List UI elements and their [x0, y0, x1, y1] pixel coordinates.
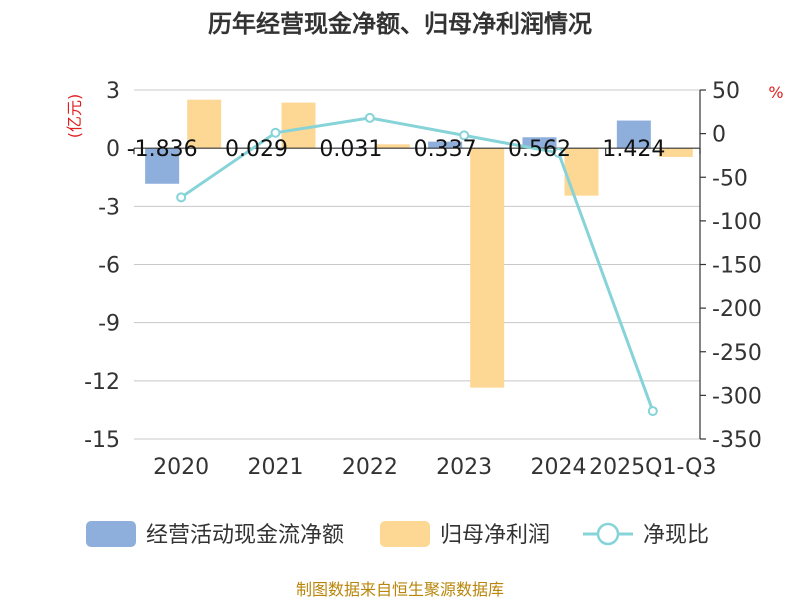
data-label-cash-flow: 0.337	[414, 137, 477, 162]
left-tick-label: -9	[98, 312, 120, 337]
ratio-point	[553, 147, 564, 158]
right-axis-unit: %	[768, 83, 783, 102]
ratio-point	[176, 192, 187, 203]
bar-net-profit	[281, 102, 316, 149]
ratio-series-line	[180, 116, 655, 412]
legend[interactable]: 经营活动现金流净额 归母净利润 净现比	[86, 521, 709, 548]
bar-net-profit	[658, 148, 693, 157]
left-tick-label: -3	[98, 195, 120, 220]
right-tick-label: 0	[712, 123, 726, 148]
bar-cash-flow	[616, 120, 651, 149]
right-tick-label: -350	[712, 428, 762, 453]
legend-item-3[interactable]: 净现比	[583, 522, 709, 548]
left-tick-label: -12	[84, 370, 120, 395]
legend-label: 经营活动现金流净额	[146, 523, 344, 548]
data-label-cash-flow: 0.029	[225, 137, 288, 162]
tick-labels: 3 0 -3 -6 -9 -12 -15 50 0 -50 -100 -150 -200 -250 -300…	[84, 79, 762, 480]
legend-item-1[interactable]: 经营活动现金流净额	[86, 521, 344, 548]
category-label: 2023	[436, 455, 492, 480]
left-tick-label: -6	[98, 254, 120, 279]
right-tick-label: 50	[712, 79, 740, 104]
chart-title: 历年经营现金净额、归母净利润情况	[208, 10, 592, 38]
right-tick-label: -100	[712, 210, 762, 235]
data-label-cash-flow: -1.836	[127, 137, 198, 162]
left-tick-label: -15	[84, 428, 120, 453]
right-tick-label: -200	[712, 297, 762, 322]
ratio-point	[647, 406, 658, 417]
right-tick-label: -150	[712, 254, 762, 279]
data-label-cash-flow: 1.424	[602, 137, 665, 162]
category-label: 2021	[248, 455, 304, 480]
legend-label: 净现比	[643, 523, 709, 548]
bars	[145, 99, 693, 388]
category-label: 2024	[531, 455, 587, 480]
legend-swatch	[86, 521, 136, 547]
data-label-cash-flow: 0.562	[508, 137, 571, 162]
bar-cash-flow	[145, 148, 180, 184]
category-label: 2020	[153, 455, 209, 480]
right-tick-label: -50	[712, 166, 748, 191]
legend-label: 归母净利润	[440, 523, 550, 548]
ratio-point	[364, 112, 375, 123]
source-note: 制图数据来自恒生聚源数据库	[296, 580, 504, 599]
bar-net-profit	[187, 99, 222, 149]
data-labels: -1.836 0.029 0.031 0.337 0.562 1.424	[127, 137, 666, 162]
axes	[133, 89, 706, 440]
ratio-point	[459, 130, 470, 141]
right-tick-label: -300	[712, 384, 762, 409]
bar-net-profit	[470, 148, 505, 388]
grid-lines	[134, 89, 700, 440]
bar-cash-flow	[522, 137, 557, 149]
legend-item-2[interactable]: 归母净利润	[380, 521, 550, 548]
bar-net-profit	[375, 144, 410, 149]
category-label: 2025Q1-Q3	[589, 455, 716, 480]
left-tick-label: 0	[106, 137, 120, 162]
ratio-line	[176, 112, 658, 417]
bar-cash-flow	[428, 141, 463, 149]
right-tick-label: -250	[712, 341, 762, 366]
left-axis-unit: (亿元)	[65, 94, 84, 139]
legend-swatch	[380, 521, 430, 547]
legend-marker	[596, 522, 620, 546]
left-tick-label: 3	[106, 79, 120, 104]
category-label: 2022	[342, 455, 398, 480]
data-label-cash-flow: 0.031	[319, 137, 382, 162]
ratio-point	[270, 127, 281, 138]
